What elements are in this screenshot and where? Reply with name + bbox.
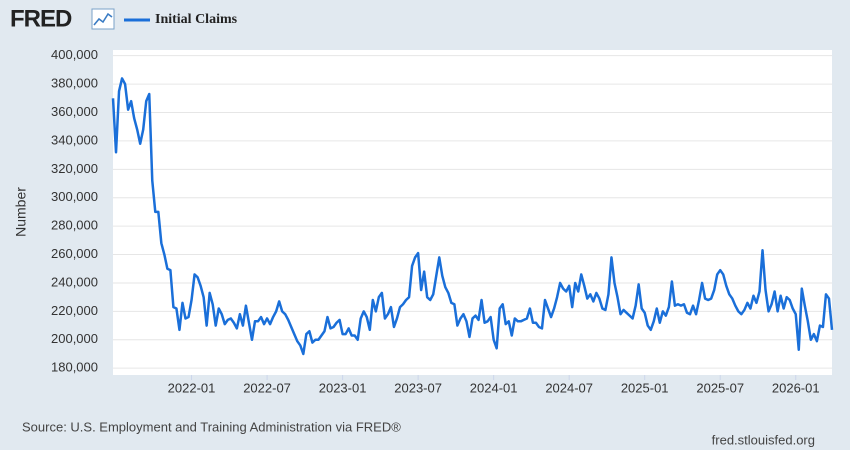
y-tick-label: 360,000 [51, 104, 98, 119]
logo-icon-box [91, 8, 115, 30]
logo-icon [91, 8, 115, 30]
y-tick-label: 340,000 [51, 132, 98, 147]
y-axis-title: Number [13, 187, 29, 237]
y-tick-label: 200,000 [51, 331, 98, 346]
x-tick-label: 2022-01 [168, 380, 216, 395]
legend-label: Initial Claims [155, 12, 238, 27]
source-note: Source: U.S. Employment and Training Adm… [22, 419, 401, 434]
x-tick-label: 2024-01 [470, 380, 518, 395]
y-tick-label: 220,000 [51, 303, 98, 318]
y-tick-label: 380,000 [51, 76, 98, 91]
plot-area [113, 50, 832, 375]
brand-logo: FRED [10, 5, 72, 32]
y-tick-label: 320,000 [51, 161, 98, 176]
x-tick-label: 2025-07 [696, 380, 744, 395]
x-tick-label: 2023-07 [394, 380, 442, 395]
x-tick-label: 2024-07 [545, 380, 593, 395]
y-tick-label: 400,000 [51, 47, 98, 62]
data-line [111, 77, 834, 356]
y-tick-label: 180,000 [51, 360, 98, 375]
y-tick-label: 260,000 [51, 246, 98, 261]
y-tick-label: 240,000 [51, 274, 98, 289]
x-tick-label: 2022-07 [243, 380, 291, 395]
y-tick-label: 280,000 [51, 218, 98, 233]
y-tick-label: 300,000 [51, 189, 98, 204]
x-tick-label: 2025-01 [621, 380, 669, 395]
logo-icon-line [93, 12, 113, 26]
site-url: fred.stlouisfed.org [712, 432, 815, 447]
x-tick-label: 2023-01 [319, 380, 367, 395]
x-tick-label: 2026-01 [772, 380, 820, 395]
